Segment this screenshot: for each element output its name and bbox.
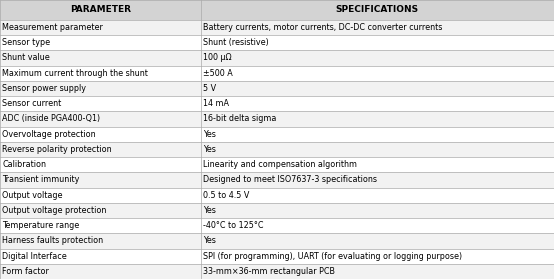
Text: Digital Interface: Digital Interface xyxy=(2,252,67,261)
Text: 33-mm×36-mm rectangular PCB: 33-mm×36-mm rectangular PCB xyxy=(203,267,335,276)
Bar xyxy=(0,218,554,233)
Text: Sensor type: Sensor type xyxy=(2,38,50,47)
Bar xyxy=(0,142,554,157)
Bar xyxy=(0,35,554,50)
Text: 16-bit delta sigma: 16-bit delta sigma xyxy=(203,114,276,123)
Text: Reverse polarity protection: Reverse polarity protection xyxy=(2,145,112,154)
Bar xyxy=(0,96,554,111)
Text: Yes: Yes xyxy=(203,130,216,139)
Text: Yes: Yes xyxy=(203,206,216,215)
Bar xyxy=(0,81,554,96)
Text: 5 V: 5 V xyxy=(203,84,216,93)
Bar xyxy=(0,203,554,218)
Text: Measurement parameter: Measurement parameter xyxy=(2,23,103,32)
Bar xyxy=(0,50,554,66)
Bar xyxy=(0,157,554,172)
Bar xyxy=(0,20,554,35)
Text: Form factor: Form factor xyxy=(2,267,49,276)
Bar xyxy=(0,233,554,249)
Text: Overvoltage protection: Overvoltage protection xyxy=(2,130,96,139)
Bar xyxy=(0,0,554,20)
Bar xyxy=(0,172,554,187)
Text: -40°C to 125°C: -40°C to 125°C xyxy=(203,221,263,230)
Text: Shunt value: Shunt value xyxy=(2,54,50,62)
Text: Temperature range: Temperature range xyxy=(2,221,79,230)
Text: Yes: Yes xyxy=(203,145,216,154)
Text: Shunt (resistive): Shunt (resistive) xyxy=(203,38,269,47)
Text: Output voltage: Output voltage xyxy=(2,191,63,200)
Text: Calibration: Calibration xyxy=(2,160,46,169)
Text: ADC (inside PGA400-Q1): ADC (inside PGA400-Q1) xyxy=(2,114,100,123)
Text: Output voltage protection: Output voltage protection xyxy=(2,206,106,215)
Text: Sensor power supply: Sensor power supply xyxy=(2,84,86,93)
Text: 100 μΩ: 100 μΩ xyxy=(203,54,232,62)
Text: SPECIFICATIONS: SPECIFICATIONS xyxy=(336,5,419,15)
Bar xyxy=(0,187,554,203)
Text: Maximum current through the shunt: Maximum current through the shunt xyxy=(2,69,148,78)
Text: ±500 A: ±500 A xyxy=(203,69,233,78)
Bar xyxy=(0,249,554,264)
Text: Yes: Yes xyxy=(203,236,216,246)
Text: PARAMETER: PARAMETER xyxy=(70,5,131,15)
Text: Battery currents, motor currents, DC-DC converter currents: Battery currents, motor currents, DC-DC … xyxy=(203,23,442,32)
Text: Harness faults protection: Harness faults protection xyxy=(2,236,104,246)
Text: Linearity and compensation algorithm: Linearity and compensation algorithm xyxy=(203,160,357,169)
Text: 14 mA: 14 mA xyxy=(203,99,229,108)
Text: Designed to meet ISO7637-3 specifications: Designed to meet ISO7637-3 specification… xyxy=(203,175,377,184)
Bar xyxy=(0,127,554,142)
Text: Sensor current: Sensor current xyxy=(2,99,61,108)
Bar xyxy=(0,111,554,127)
Text: 0.5 to 4.5 V: 0.5 to 4.5 V xyxy=(203,191,249,200)
Text: SPI (for programming), UART (for evaluating or logging purpose): SPI (for programming), UART (for evaluat… xyxy=(203,252,462,261)
Bar xyxy=(0,66,554,81)
Text: Transient immunity: Transient immunity xyxy=(2,175,80,184)
Bar xyxy=(0,264,554,279)
